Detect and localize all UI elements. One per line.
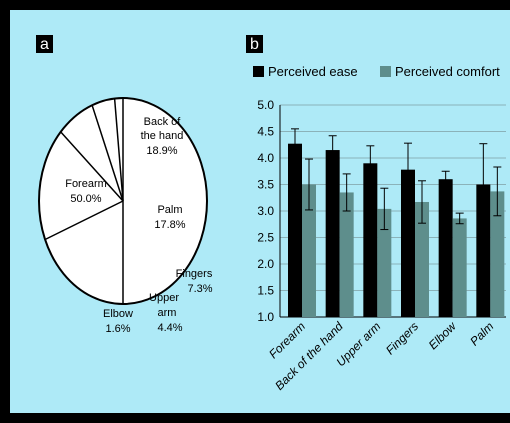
x-label-fingers: Fingers — [383, 319, 421, 357]
legend: Perceived ease Perceived comfort — [253, 64, 500, 79]
y-tick-3-0: 3.0 — [257, 204, 274, 218]
legend-label-perceived-ease: Perceived ease — [268, 64, 358, 79]
bar-perceived-ease-back-of-the-hand — [325, 150, 340, 317]
bar-perceived-comfort-palm — [490, 191, 505, 317]
error-bar-perceived-ease-palm — [479, 143, 488, 226]
error-bar-perceived-comfort-back-of-the-hand — [342, 173, 351, 212]
pie-label-forearm-pct: 50.0% — [70, 193, 101, 205]
pie-label-elbow-name: Elbow — [103, 308, 133, 320]
error-bar-perceived-comfort-palm — [493, 166, 502, 217]
x-label-palm: Palm — [467, 319, 496, 348]
pie-slice-edge-palm — [44, 200, 124, 241]
bar-perceived-ease-palm — [476, 184, 491, 317]
pie-slice-edge-elbow — [113, 98, 124, 202]
pie-label-back-of-hand-name-1: Back of — [144, 116, 182, 128]
error-bar-perceived-ease-upper-arm — [366, 145, 375, 182]
legend-swatch-perceived-ease — [253, 66, 264, 77]
legend-swatch-perceived-comfort — [380, 66, 391, 77]
pie-label-fingers-name: Fingers — [176, 268, 213, 280]
x-label-elbow: Elbow — [426, 318, 460, 352]
error-bar-perceived-ease-elbow — [441, 170, 450, 188]
y-tick-5-0: 5.0 — [257, 98, 274, 112]
pie-slice-edge-fingers — [60, 131, 124, 202]
pie-label-back-of-hand-name-2: the hand — [141, 130, 184, 142]
pie-label-upper-arm-name-1: Upper — [149, 292, 179, 304]
y-tick-3-5: 3.5 — [257, 178, 274, 192]
bar-perceived-comfort-forearm — [302, 184, 316, 317]
error-bar-perceived-comfort-forearm — [305, 158, 313, 211]
pie-label-palm-pct: 17.8% — [154, 219, 185, 231]
bar-perceived-comfort-upper-arm — [377, 208, 392, 317]
error-bar-perceived-ease-fingers — [404, 142, 412, 197]
y-tick-4-5: 4.5 — [257, 125, 274, 139]
error-bar-perceived-ease-back-of-the-hand — [328, 135, 337, 165]
y-tick-2-5: 2.5 — [257, 231, 274, 245]
bar-chart: Perceived ease Perceived comfort 1.0 1.5 2… — [253, 64, 506, 393]
pie-label-elbow-pct: 1.6% — [105, 323, 130, 335]
y-tick-1-0: 1.0 — [257, 310, 274, 324]
y-tick-1-5: 1.5 — [257, 284, 274, 298]
pie-label-forearm-name: Forearm — [65, 178, 107, 190]
bar-perceived-ease-forearm — [288, 143, 302, 317]
x-label-back-of-the-hand: Back of the hand — [272, 319, 346, 393]
y-tick-2-0: 2.0 — [257, 257, 274, 271]
pie-label-fingers-pct: 7.3% — [187, 283, 212, 295]
figure: a b Forearm 50.0% Back of the hand 18.9%… — [10, 10, 510, 413]
error-bar-perceived-comfort-upper-arm — [380, 187, 389, 231]
panel-a-tag-box — [36, 35, 53, 53]
pie-label-back-of-hand-pct: 18.9% — [146, 145, 177, 157]
bar-perceived-comfort-back-of-the-hand — [339, 192, 354, 317]
error-bar-perceived-comfort-fingers — [418, 180, 426, 224]
bar-perceived-comfort-elbow — [452, 218, 467, 317]
legend-label-perceived-comfort: Perceived comfort — [395, 64, 500, 79]
bar-perceived-comfort-fingers — [415, 201, 429, 317]
error-bar-perceived-ease-forearm — [291, 128, 299, 160]
pie-label-upper-arm-name-2: arm — [158, 307, 177, 319]
bar-perceived-ease-fingers — [401, 169, 415, 317]
bar-perceived-ease-upper-arm — [363, 163, 378, 317]
panel-b-tag-box — [246, 35, 263, 53]
panel-a-tag: a — [40, 36, 49, 53]
y-tick-4-0: 4.0 — [257, 151, 274, 165]
pie-slice-edge-upper-arm — [91, 104, 124, 202]
panel-b-tag: b — [250, 36, 259, 53]
pie-label-palm-name: Palm — [157, 204, 182, 216]
error-bar-perceived-comfort-elbow — [455, 212, 464, 225]
pie-chart: Forearm 50.0% Back of the hand 18.9% Pal… — [38, 97, 213, 335]
pie-label-upper-arm-pct: 4.4% — [157, 322, 182, 334]
bar-perceived-ease-elbow — [438, 179, 453, 317]
figure-canvas: a b Forearm 50.0% Back of the hand 18.9%… — [36, 35, 506, 393]
